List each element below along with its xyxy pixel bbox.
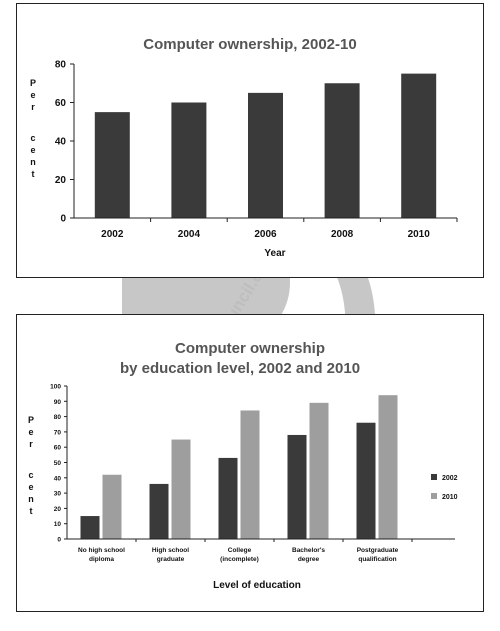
y-tick-label: 20 xyxy=(55,175,67,186)
y-tick-label: 60 xyxy=(55,98,67,109)
y-axis-label-letter: c xyxy=(28,470,33,480)
y-axis-label-letter: e xyxy=(28,482,33,492)
y-axis-label-letter: n xyxy=(30,157,36,167)
y-axis-label-letter: n xyxy=(28,494,34,504)
x-tick-label: 2006 xyxy=(254,229,277,240)
bar-2008 xyxy=(324,83,360,218)
ownership-by-education-chart: Computer ownership by education level, 2… xyxy=(28,340,458,591)
chart-title: Computer ownership xyxy=(175,340,325,357)
x-axis-label: Level of education xyxy=(213,580,301,591)
bar-2010-3 xyxy=(309,402,329,539)
bar-2002-3 xyxy=(287,434,307,539)
y-axis-label-letter: e xyxy=(30,145,35,155)
y-axis-label-letter: t xyxy=(30,506,33,516)
x-tick-label: 2008 xyxy=(331,229,354,240)
bar-2006 xyxy=(248,92,283,218)
legend: 2002 2010 xyxy=(431,474,458,501)
ownership-by-education-panel: Computer ownership by education level, 2… xyxy=(16,314,484,612)
legend-swatch-2002 xyxy=(431,474,437,480)
x-tick-label: 2002 xyxy=(101,229,124,240)
y-tick-label: 80 xyxy=(54,414,62,421)
y-tick-label: 80 xyxy=(55,60,67,71)
y-tick-label: 10 xyxy=(54,521,62,528)
bar-2002-0 xyxy=(80,516,100,539)
x-tick-label: diploma xyxy=(89,556,114,563)
chart-title: Computer ownership, 2002-10 xyxy=(143,36,356,53)
y-axis-label-letter: t xyxy=(32,169,35,179)
x-axis-label: Year xyxy=(264,248,285,259)
bar-2002 xyxy=(94,112,130,218)
x-tick-label: No high school xyxy=(78,547,125,554)
y-tick-label: 40 xyxy=(55,137,67,148)
bar-2010 xyxy=(401,73,437,218)
y-axis-label-letter: P xyxy=(28,415,34,425)
x-tick-label: College xyxy=(228,547,252,554)
bar-2004 xyxy=(171,102,207,218)
bar-2010-1 xyxy=(171,439,191,539)
y-axis-label-letter: P xyxy=(30,78,36,88)
bar-2002-2 xyxy=(218,457,238,539)
y-axis-label-letter: c xyxy=(30,133,35,143)
x-tick-label: graduate xyxy=(157,556,185,563)
x-tick-label: 2010 xyxy=(408,229,431,240)
y-tick-label: 100 xyxy=(50,384,61,391)
y-tick-label: 30 xyxy=(54,491,62,498)
x-tick-label: degree xyxy=(298,556,320,563)
y-tick-label: 60 xyxy=(54,445,62,452)
legend-label-2002: 2002 xyxy=(442,475,458,482)
bar-2010-4 xyxy=(378,395,398,539)
x-tick-label: 2004 xyxy=(178,229,201,240)
bar-2010-0 xyxy=(102,474,122,539)
y-tick-label: 20 xyxy=(54,506,62,513)
y-tick-label: 50 xyxy=(54,460,62,467)
legend-label-2010: 2010 xyxy=(442,494,458,501)
bar-2002-4 xyxy=(356,422,376,539)
y-tick-label: 90 xyxy=(54,399,62,406)
y-tick-label: 0 xyxy=(60,214,66,225)
bar-2010-2 xyxy=(240,410,260,539)
y-axis-label-letter: r xyxy=(29,439,33,449)
y-axis-label-letter: e xyxy=(30,90,35,100)
x-tick-label: qualification xyxy=(358,556,396,563)
x-tick-label: (incomplete) xyxy=(220,556,259,563)
y-axis-label-letter: r xyxy=(31,102,35,112)
y-axis-label-letter: e xyxy=(28,427,33,437)
legend-swatch-2010 xyxy=(431,493,437,499)
y-tick-label: 70 xyxy=(54,429,62,436)
x-tick-label: High school xyxy=(152,547,189,554)
y-tick-label: 0 xyxy=(57,537,61,544)
bar-2002-1 xyxy=(149,483,169,539)
x-tick-label: Bachelor's xyxy=(292,547,325,554)
chart-subtitle: by education level, 2002 and 2010 xyxy=(120,360,360,377)
y-tick-label: 40 xyxy=(54,475,62,482)
x-tick-label: Postgraduate xyxy=(357,547,399,554)
